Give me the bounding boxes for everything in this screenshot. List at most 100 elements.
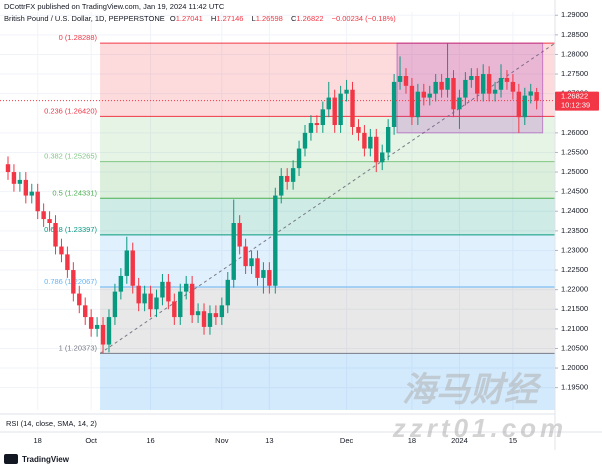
candle-body — [510, 81, 516, 92]
x-tick-label: Nov — [215, 436, 229, 445]
candle-body — [427, 93, 432, 98]
candle-body — [522, 95, 527, 118]
candle-body — [261, 270, 266, 278]
candle-body — [249, 258, 254, 267]
candle-body — [154, 297, 159, 310]
candle-body — [71, 270, 76, 294]
x-tick-label: 13 — [265, 436, 273, 445]
candle-body — [41, 211, 46, 220]
ohlc-value: 1.27041 — [175, 14, 203, 23]
candle-body — [160, 281, 165, 298]
ohlc-letter: O — [169, 14, 176, 23]
candle-body — [88, 317, 94, 329]
candle-body — [243, 246, 248, 267]
candle-body — [504, 77, 510, 82]
candle-body — [308, 123, 314, 133]
candle-body — [481, 74, 486, 94]
candle-body — [362, 132, 367, 149]
candle-body — [380, 152, 385, 163]
change: −0.00234 (−0.18%) — [331, 14, 396, 23]
candle-body — [397, 76, 403, 82]
candle-body — [231, 223, 236, 280]
y-tick-label: 1.22500 — [561, 265, 588, 274]
candle-body — [433, 81, 438, 94]
y-tick-label: 1.29000 — [561, 10, 588, 19]
candle-body — [11, 172, 17, 184]
candle-body — [94, 324, 100, 329]
candle-body — [178, 291, 183, 318]
fib-label: 0.236 (1.26420) — [44, 106, 97, 115]
candle-body — [350, 89, 355, 127]
candle-body — [457, 97, 462, 110]
candle-body — [118, 275, 124, 292]
ohlc: C1.26822 — [291, 14, 327, 23]
y-tick-label: 1.28500 — [561, 30, 588, 39]
x-tick-label: Dec — [340, 436, 354, 445]
candle-body — [326, 97, 331, 110]
candle-body — [201, 311, 207, 327]
candle-body — [421, 91, 426, 98]
candle-body — [189, 283, 195, 316]
symbol-title: British Pound / U.S. Dollar, 1D, PEPPERS… — [4, 14, 165, 23]
candle-body — [391, 81, 397, 127]
candle-body — [124, 250, 129, 276]
ohlc-value: 1.26598 — [255, 14, 283, 23]
candle-body — [136, 285, 141, 304]
ohlc: L1.26598 — [252, 14, 286, 23]
candle-body — [344, 89, 349, 94]
candle-body — [415, 91, 421, 118]
candle-body — [516, 91, 522, 118]
fib-zone — [100, 353, 555, 410]
fib-label: 0.786 (1.22067) — [44, 277, 97, 286]
y-tick-label: 1.25500 — [561, 147, 588, 156]
candle-body — [385, 126, 391, 153]
x-tick-label: 15 — [509, 436, 517, 445]
candle-body — [207, 313, 213, 327]
y-tick-label: 1.25000 — [561, 167, 588, 176]
candle-body — [53, 223, 58, 247]
candle-body — [439, 81, 444, 90]
last-price-tag — [555, 91, 599, 111]
indicator-label: RSI (14, close, SMA, 14, 2) — [6, 419, 97, 428]
publisher: DCottrFX published on TradingView.com, J… — [4, 2, 225, 11]
candle-body — [314, 123, 320, 126]
candle-body — [65, 254, 70, 271]
candle-body — [338, 93, 343, 126]
fib-label: 0 (1.28288) — [59, 33, 98, 42]
candle-body — [219, 305, 225, 318]
fib-zone — [100, 116, 555, 162]
watermark: zzrt01.com — [392, 413, 567, 443]
candle-body — [112, 291, 118, 318]
y-tick-label: 1.27500 — [561, 69, 588, 78]
last-price-label: 1.26822 — [561, 92, 588, 101]
candle-body — [130, 250, 135, 286]
x-tick-label: 16 — [146, 436, 154, 445]
candle-body — [83, 305, 88, 318]
candle-body — [528, 91, 533, 96]
fib-zone — [100, 287, 555, 354]
candle-body — [302, 132, 308, 149]
plot-area: 0 (1.28288) 0.236 (1.26420) 0.382 (1.25265… — [0, 12, 555, 410]
candle-body — [172, 301, 177, 318]
candle-body — [23, 179, 29, 196]
y-tick-label: 1.24000 — [561, 206, 588, 215]
candle-body — [35, 191, 40, 212]
ohlc-value: 1.26822 — [296, 14, 324, 23]
fib-label: 0.618 (1.23397) — [44, 225, 97, 234]
candle-body — [356, 126, 361, 133]
candle-body — [368, 136, 373, 149]
ohlc-value: 1.27146 — [216, 14, 244, 23]
fib-zone — [100, 198, 555, 235]
x-tick-label: 18 — [34, 436, 42, 445]
candle-body — [255, 258, 260, 278]
candle-body — [47, 219, 52, 224]
candle-body — [498, 77, 504, 90]
candle-body — [5, 164, 11, 173]
candle-body — [17, 179, 23, 184]
watermark: 海马财经 — [402, 371, 542, 409]
fib-label: 1 (1.20373) — [59, 343, 98, 352]
candle-body — [290, 168, 296, 182]
candle-body — [77, 293, 82, 306]
candle-body — [237, 223, 242, 247]
candle-body — [106, 317, 112, 345]
